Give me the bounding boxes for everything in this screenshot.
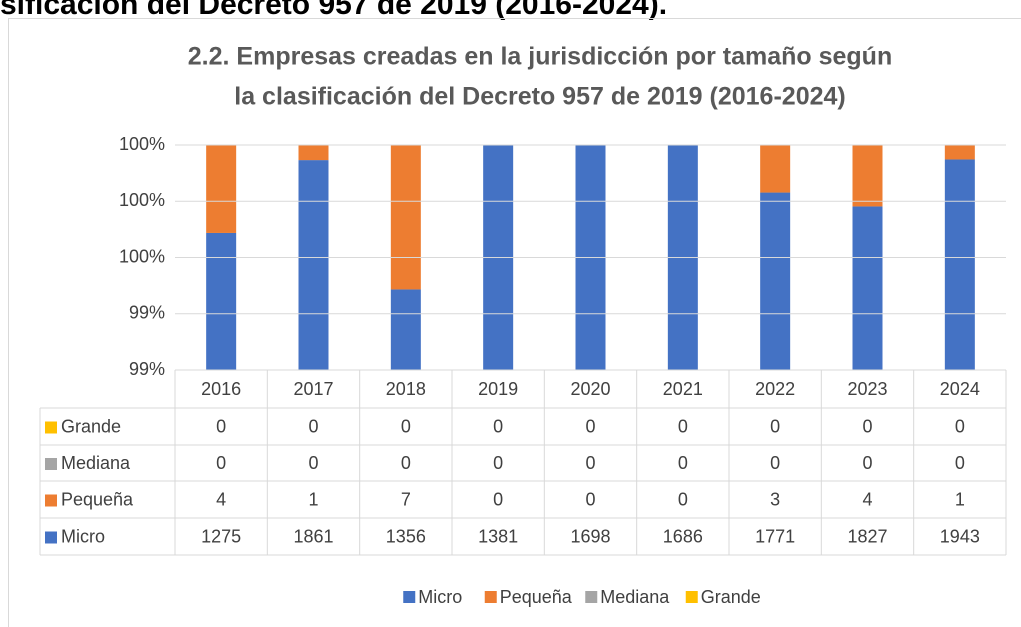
table-row-label: Pequeña [61, 489, 134, 509]
table-cell: 0 [862, 416, 872, 436]
table-cell: 0 [678, 453, 688, 473]
table-cell: 0 [308, 453, 318, 473]
legend-key [403, 591, 416, 603]
chart-border [8, 18, 1021, 627]
bar-segment [206, 232, 237, 370]
table-cell: 4 [216, 489, 226, 509]
bar-segment [852, 145, 883, 207]
x-tick-label: 2019 [478, 379, 518, 399]
bar-segment [944, 145, 975, 160]
table-cell: 0 [678, 416, 688, 436]
legend-key [45, 531, 57, 544]
bar-segment [575, 145, 606, 370]
table-cell: 1698 [570, 526, 610, 546]
x-tick-label: 2023 [847, 379, 887, 399]
x-tick-label: 2018 [386, 379, 426, 399]
table-cell: 0 [308, 416, 318, 436]
table-cell: 4 [862, 489, 872, 509]
table-cell: 0 [493, 416, 503, 436]
table-cell: 0 [770, 453, 780, 473]
y-tick-label: 100% [119, 134, 165, 154]
table-cell: 0 [955, 416, 965, 436]
table-cell: 1 [308, 489, 318, 509]
bar-segment [760, 145, 791, 193]
table-cell: 0 [955, 453, 965, 473]
y-tick-label: 99% [129, 303, 165, 323]
legend-key [484, 591, 497, 603]
table-cell: 0 [585, 416, 595, 436]
x-tick-label: 2017 [293, 379, 333, 399]
x-tick-label: 2022 [755, 379, 795, 399]
bar-segment [298, 160, 329, 370]
legend-key [45, 494, 57, 507]
bar-segment [390, 145, 421, 290]
legend-key [685, 591, 698, 603]
bar-segment [667, 145, 698, 370]
legend-label: Grande [701, 587, 761, 607]
plot-area [206, 145, 975, 370]
table-cell: 1275 [201, 526, 241, 546]
bar-segment [760, 192, 791, 370]
table-cell: 0 [493, 453, 503, 473]
y-tick-label: 99% [129, 359, 165, 379]
table-cell: 0 [401, 416, 411, 436]
table-cell: 1686 [663, 526, 703, 546]
bar-segment [298, 145, 329, 161]
bar-segment [390, 289, 421, 370]
x-tick-label: 2020 [570, 379, 610, 399]
table-cell: 3 [770, 489, 780, 509]
table-cell: 0 [678, 489, 688, 509]
table-cell: 1943 [940, 526, 980, 546]
y-tick-label: 100% [119, 190, 165, 210]
table-cell: 0 [862, 453, 872, 473]
table-cell: 0 [585, 489, 595, 509]
bar-segment [944, 159, 975, 370]
table-cell: 0 [585, 453, 595, 473]
table-cell: 0 [216, 416, 226, 436]
legend-key [45, 458, 57, 470]
legend-label: Mediana [600, 587, 670, 607]
table-row-label: Micro [61, 526, 105, 546]
bar-segment [852, 206, 883, 370]
page-heading: sificación del Decreto 957 de 2019 (2016… [0, 0, 667, 21]
table-cell: 0 [216, 453, 226, 473]
x-tick-label: 2024 [940, 379, 980, 399]
table-cell: 1827 [847, 526, 887, 546]
x-tick-label: 2021 [663, 379, 703, 399]
table-cell: 1861 [293, 526, 333, 546]
legend-label: Micro [418, 587, 462, 607]
table-cell: 1356 [386, 526, 426, 546]
bar-segment [483, 145, 514, 370]
table-cell: 0 [401, 453, 411, 473]
table-cell: 1381 [478, 526, 518, 546]
legend-key [45, 421, 57, 434]
chart-title: la clasificación del Decreto 957 de 2019… [234, 83, 845, 111]
x-tick-label: 2016 [201, 379, 241, 399]
bar-segment [206, 145, 237, 233]
table-cell: 0 [770, 416, 780, 436]
table-cell: 1 [955, 489, 965, 509]
table-cell: 1771 [755, 526, 795, 546]
table-row-label: Mediana [61, 453, 131, 473]
legend-label: Pequeña [500, 587, 573, 607]
table-row-label: Grande [61, 416, 121, 436]
legend-key [585, 591, 598, 603]
y-tick-label: 100% [119, 246, 165, 266]
table-cell: 7 [401, 489, 411, 509]
chart-title: 2.2. Empresas creadas en la jurisdicción… [188, 43, 892, 71]
table-cell: 0 [493, 489, 503, 509]
